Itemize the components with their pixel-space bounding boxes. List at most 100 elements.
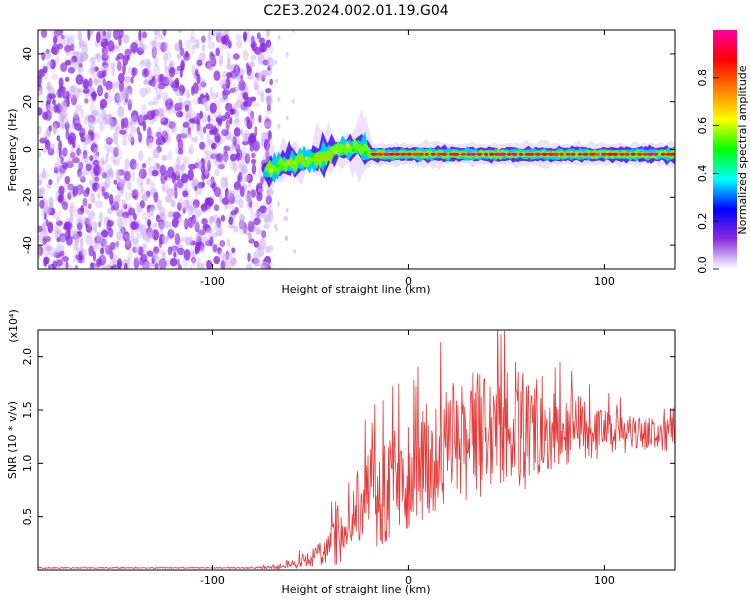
noise-speckle xyxy=(218,54,224,67)
noise-speckle xyxy=(215,153,224,163)
noise-speckle xyxy=(284,235,288,241)
noise-speckle xyxy=(68,184,74,196)
noise-speckle xyxy=(192,178,200,187)
signal-peak xyxy=(534,152,542,156)
noise-speckle xyxy=(112,30,121,38)
noise-speckle xyxy=(147,177,152,185)
noise-speckle xyxy=(246,65,252,76)
noise-speckle xyxy=(141,68,150,78)
noise-speckle xyxy=(152,64,161,77)
noise-speckle xyxy=(58,164,66,174)
noise-speckle xyxy=(218,163,225,170)
noise-speckle xyxy=(125,234,131,247)
colorbar-tick-label: 0.4 xyxy=(696,165,709,183)
noise-speckle xyxy=(262,59,270,66)
noise-speckle xyxy=(229,153,237,162)
noise-speckle xyxy=(209,153,217,160)
noise-speckle xyxy=(169,104,174,114)
noise-speckle xyxy=(92,72,98,81)
noise-speckle xyxy=(191,136,195,142)
noise-speckle xyxy=(226,194,234,201)
noise-speckle xyxy=(42,167,46,179)
noise-speckle xyxy=(214,159,222,169)
y-tick-label: 40 xyxy=(21,47,34,61)
noise-speckle xyxy=(41,221,47,233)
noise-speckle xyxy=(204,105,210,112)
noise-speckle xyxy=(177,139,184,150)
noise-speckle xyxy=(123,76,132,83)
noise-speckle xyxy=(93,164,100,177)
noise-speckle xyxy=(73,87,81,99)
noise-speckle xyxy=(100,122,106,131)
noise-speckle xyxy=(207,30,212,43)
y-tick-label: 2.0 xyxy=(21,348,34,366)
noise-speckle xyxy=(254,46,262,55)
noise-speckle xyxy=(219,79,228,89)
noise-speckle xyxy=(96,192,101,200)
noise-speckle xyxy=(146,250,154,257)
noise-speckle xyxy=(103,192,110,200)
noise-speckle xyxy=(67,67,76,74)
noise-speckle xyxy=(196,73,201,85)
noise-speckle xyxy=(223,145,231,152)
noise-speckle xyxy=(46,129,51,138)
noise-speckle xyxy=(222,252,229,264)
spectrogram-x-ticks: -100 0 100 xyxy=(200,30,615,288)
noise-speckle xyxy=(123,117,129,129)
noise-speckle xyxy=(163,171,169,177)
signal-peak xyxy=(430,152,436,156)
noise-speckle xyxy=(109,193,114,206)
noise-speckle xyxy=(107,40,115,52)
noise-speckle xyxy=(38,190,44,198)
noise-speckle xyxy=(87,219,94,227)
noise-speckle xyxy=(194,191,198,198)
colorbar-tick-label: 0.6 xyxy=(696,117,709,135)
noise-speckle xyxy=(244,153,251,165)
noise-speckle xyxy=(172,211,181,219)
signal-peak xyxy=(612,152,619,156)
noise-speckle xyxy=(254,125,258,137)
noise-speckle xyxy=(199,110,203,119)
noise-speckle xyxy=(263,139,271,151)
noise-speckle xyxy=(48,125,52,132)
y-tick-label: 1.5 xyxy=(21,401,34,419)
noise-speckle xyxy=(254,84,261,91)
noise-speckle xyxy=(106,30,112,40)
noise-speckle xyxy=(196,263,204,269)
signal-peak xyxy=(582,152,589,156)
noise-speckle xyxy=(249,210,256,220)
noise-speckle xyxy=(259,37,266,45)
noise-speckle xyxy=(82,169,89,176)
noise-speckle xyxy=(217,247,222,255)
colorbar-tick-label: 0.0 xyxy=(696,256,709,274)
noise-speckle xyxy=(266,57,275,69)
signal-peak xyxy=(588,152,597,156)
x-tick-label: 0 xyxy=(405,275,412,288)
signal-peak xyxy=(376,152,384,156)
noise-speckle xyxy=(109,63,117,69)
noise-speckle xyxy=(205,92,209,101)
noise-speckle xyxy=(170,245,179,252)
noise-speckle xyxy=(141,228,146,239)
noise-speckle xyxy=(83,233,89,239)
noise-speckle xyxy=(147,100,155,106)
noise-speckle xyxy=(152,49,157,57)
noise-speckle xyxy=(277,123,281,129)
noise-speckle xyxy=(99,211,103,223)
noise-speckle xyxy=(155,214,161,223)
noise-speckle xyxy=(174,42,181,52)
noise-speckle xyxy=(212,142,217,150)
noise-speckle xyxy=(77,87,83,94)
noise-speckle xyxy=(128,251,132,262)
noise-speckle xyxy=(192,204,197,211)
noise-speckle xyxy=(130,188,138,196)
noise-speckle xyxy=(206,133,210,144)
signal-peak xyxy=(281,165,285,170)
noise-speckle xyxy=(227,223,235,229)
noise-speckle xyxy=(101,53,109,62)
noise-speckle xyxy=(109,119,115,130)
noise-speckle xyxy=(291,99,295,105)
noise-speckle xyxy=(128,87,134,96)
noise-speckle xyxy=(152,79,159,90)
noise-speckle xyxy=(253,217,261,226)
